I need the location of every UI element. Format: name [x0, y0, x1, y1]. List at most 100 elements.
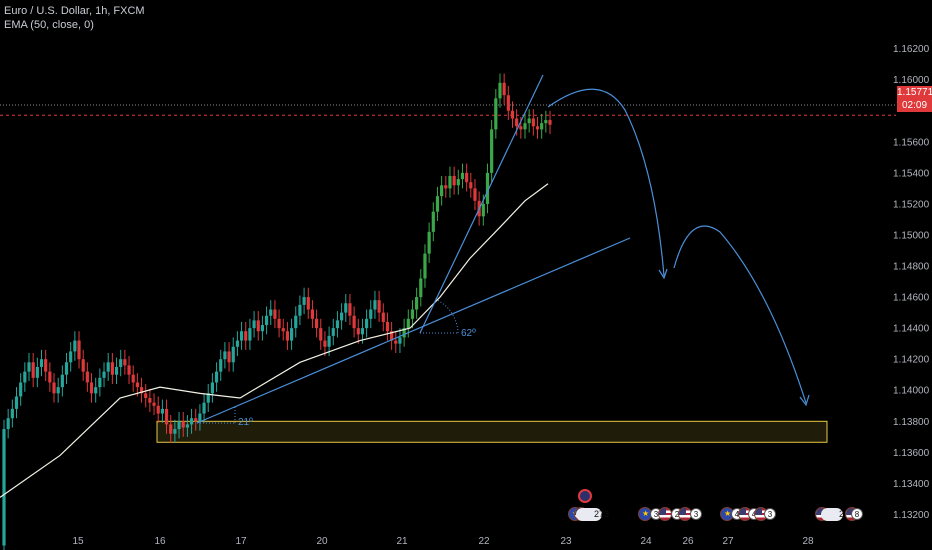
candle-body [148, 398, 152, 403]
us-flag-icon [658, 507, 672, 521]
candle-body [377, 300, 381, 313]
candle-body [427, 231, 431, 254]
candle-body [219, 359, 223, 372]
candle-body [144, 393, 148, 399]
candle-body [198, 413, 202, 422]
candle-body [498, 82, 502, 99]
grid [0, 104, 896, 116]
x-tick-label: 15 [72, 536, 84, 547]
candle-body [114, 366, 119, 375]
candle-body [2, 429, 6, 546]
event-icon-special[interactable] [578, 489, 592, 503]
candle-body [310, 309, 315, 319]
candle-body [227, 351, 231, 363]
candle-body [235, 340, 240, 347]
candle-body [540, 123, 544, 130]
candle-body [448, 175, 452, 189]
x-tick-label: 27 [722, 536, 734, 547]
candle-body [515, 118, 519, 127]
candle-body [289, 328, 294, 341]
candle-body [98, 377, 102, 388]
candle-body [23, 371, 27, 383]
candle-body [456, 179, 460, 186]
candle-body [469, 182, 473, 189]
candle-body [548, 120, 552, 125]
candle-body [260, 325, 265, 332]
candle-body [169, 424, 173, 434]
candle-body [531, 118, 535, 127]
candle-body [390, 331, 394, 341]
candle-body [506, 95, 510, 111]
x-tick-label: 26 [682, 536, 694, 547]
candle-body [535, 126, 540, 130]
candle-body [77, 340, 81, 360]
ema-line [0, 183, 549, 498]
candle-body [73, 340, 77, 352]
candle-body [356, 328, 360, 335]
candle-body [110, 362, 114, 375]
symbol-title[interactable]: Euro / U.S. Dollar, 1h, FXCM [4, 5, 145, 17]
support-zone-rect [156, 420, 828, 443]
event-count: 8 [851, 508, 863, 520]
y-tick-label: 1.13600 [893, 448, 930, 459]
event-count: 3 [690, 508, 702, 520]
candle-body [52, 382, 56, 394]
candle-body [69, 351, 73, 363]
candle-body [177, 421, 181, 430]
candle-body [523, 123, 527, 130]
y-tick-label: 1.14200 [893, 355, 930, 366]
candle-body [35, 366, 39, 378]
candle-body [269, 309, 273, 316]
candle-body [473, 188, 477, 201]
candle-body [335, 320, 340, 329]
candle-body [48, 371, 52, 383]
candle-body [10, 408, 14, 419]
candle-body [415, 297, 419, 310]
candle-body [135, 382, 139, 388]
candle-body [365, 318, 369, 329]
angle-arc-62 [436, 299, 459, 334]
candle-body [164, 408, 169, 425]
x-tick-label: 24 [640, 536, 652, 547]
candle-body [206, 393, 210, 403]
candle-body [214, 371, 219, 383]
candle-body [202, 402, 206, 414]
candle-body [419, 278, 423, 298]
candle-body [544, 120, 548, 124]
projection-arrows [547, 88, 810, 407]
candle-body [194, 418, 198, 422]
candle-body [123, 359, 127, 366]
x-tick-label: 21 [396, 536, 408, 547]
candle-body [481, 203, 485, 217]
candle-body [331, 328, 335, 336]
candle-body [344, 303, 348, 313]
candle-body [156, 405, 160, 414]
indicator-legend[interactable]: EMA (50, close, 0) [4, 19, 94, 31]
candle-body [64, 362, 69, 375]
y-tick-label: 1.16200 [893, 44, 930, 55]
candle-body [485, 172, 490, 204]
lower-trendline [196, 237, 631, 424]
candle-body [465, 172, 469, 183]
candle-body [452, 175, 456, 186]
candle-body [406, 318, 410, 329]
candle-body [381, 312, 385, 322]
candle-body [502, 82, 506, 96]
x-tick-label: 22 [478, 536, 490, 547]
candle-body [81, 359, 85, 372]
candle-body [44, 359, 48, 372]
candle-body [102, 371, 106, 378]
candle-body [19, 382, 23, 397]
candle-body [281, 328, 285, 332]
projection-drop-1 [547, 88, 665, 277]
arrowhead-2 [799, 394, 810, 407]
candle-body [223, 351, 227, 360]
candle-body [152, 402, 156, 406]
candle-body [294, 315, 298, 329]
candle-body [273, 309, 277, 319]
ema-50-line [0, 183, 549, 498]
candle-body [6, 418, 10, 430]
y-tick-label: 1.14000 [893, 386, 930, 397]
x-tick-label: 17 [235, 536, 247, 547]
